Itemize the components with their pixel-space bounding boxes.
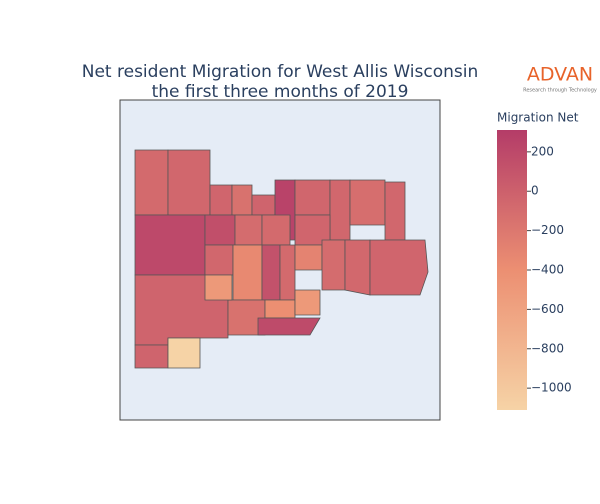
- region: [232, 244, 263, 301]
- region: [167, 337, 201, 369]
- region: [279, 244, 296, 301]
- region: [204, 214, 236, 246]
- region: [167, 149, 211, 216]
- colorbar-tick-label: 0: [531, 184, 539, 198]
- region: [257, 317, 321, 336]
- region: [204, 244, 234, 276]
- region: [384, 181, 406, 241]
- region: [369, 239, 429, 296]
- logo: ADVAN: [527, 64, 593, 86]
- region: [344, 239, 371, 296]
- region: [204, 274, 233, 301]
- map: [134, 149, 429, 369]
- region: [349, 179, 386, 226]
- region: [264, 299, 296, 319]
- region: [294, 244, 323, 271]
- region: [134, 344, 169, 369]
- colorbar-tick-label: −200: [531, 223, 564, 237]
- region: [329, 179, 351, 241]
- colorbar-tick-label: 200: [531, 144, 554, 158]
- chart-subtitle: the first three months of 2019: [152, 82, 409, 102]
- colorbar-tick-label: −1000: [531, 381, 572, 395]
- region: [294, 289, 321, 316]
- region: [234, 214, 263, 246]
- region: [209, 184, 233, 216]
- region: [261, 214, 291, 246]
- colorbar: [497, 130, 527, 410]
- colorbar-tick-label: −800: [531, 341, 564, 355]
- region: [251, 194, 276, 216]
- colorbar-tick-label: −400: [531, 263, 564, 277]
- region: [261, 244, 281, 301]
- region: [294, 179, 331, 216]
- region: [134, 149, 169, 216]
- logo-tagline: Research through Technology: [523, 88, 597, 94]
- colorbar-tick-label: −600: [531, 302, 564, 316]
- region: [321, 239, 346, 291]
- region: [134, 214, 206, 276]
- region: [231, 184, 253, 216]
- colorbar-title: Migration Net: [497, 111, 579, 125]
- chart-title: Net resident Migration for West Allis Wi…: [82, 62, 478, 82]
